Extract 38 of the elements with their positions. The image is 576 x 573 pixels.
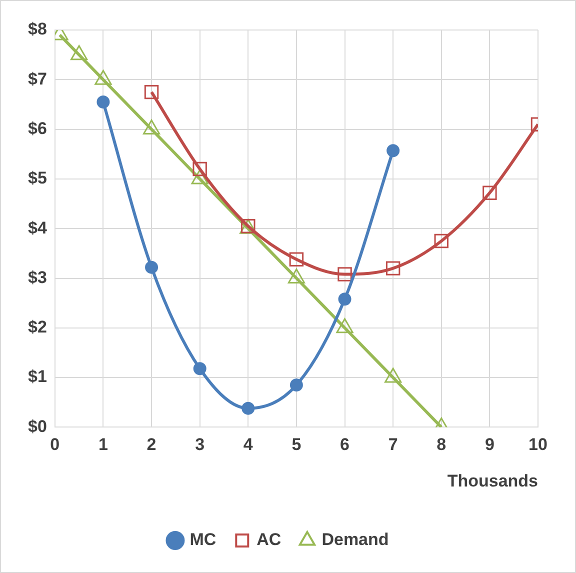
point bbox=[242, 402, 255, 415]
point bbox=[338, 267, 352, 282]
legend-label: MC bbox=[190, 530, 216, 550]
x-tick-label: 1 bbox=[98, 435, 108, 454]
y-tick-label: $1 bbox=[28, 367, 47, 386]
x-tick-label: 7 bbox=[388, 435, 398, 454]
point bbox=[96, 95, 110, 108]
point bbox=[192, 162, 207, 176]
point bbox=[144, 84, 159, 100]
x-tick-label: 0 bbox=[50, 435, 60, 454]
x-tick-label: 8 bbox=[436, 435, 446, 454]
y-tick-label: $7 bbox=[28, 69, 47, 88]
point bbox=[386, 144, 400, 158]
point bbox=[145, 260, 158, 274]
legend-label: AC bbox=[256, 530, 282, 550]
y-tick-label: $6 bbox=[28, 118, 47, 138]
x-tick-label: 9 bbox=[484, 435, 494, 454]
y-tick-label: $0 bbox=[28, 416, 47, 436]
point bbox=[338, 292, 352, 306]
point bbox=[193, 362, 206, 376]
x-tick-label: 4 bbox=[243, 435, 254, 454]
point bbox=[289, 252, 304, 266]
point bbox=[482, 186, 497, 200]
x-tick-label: 3 bbox=[195, 435, 205, 454]
y-tick-label: $4 bbox=[28, 218, 48, 238]
y-tick-label: $8 bbox=[28, 20, 47, 39]
y-tick-label: $3 bbox=[28, 268, 47, 287]
x-axis-title: Thousands bbox=[447, 471, 538, 490]
point bbox=[434, 234, 448, 248]
x-tick-label: 6 bbox=[340, 435, 350, 454]
point bbox=[290, 378, 303, 392]
x-tick-label: 10 bbox=[528, 435, 548, 454]
x-tick-label: 2 bbox=[146, 435, 156, 454]
legend-label: Demand bbox=[322, 530, 389, 550]
y-tick-label: $2 bbox=[28, 318, 47, 337]
point bbox=[386, 261, 400, 276]
y-tick-label: $5 bbox=[28, 168, 47, 188]
x-tick-label: 5 bbox=[292, 435, 302, 454]
